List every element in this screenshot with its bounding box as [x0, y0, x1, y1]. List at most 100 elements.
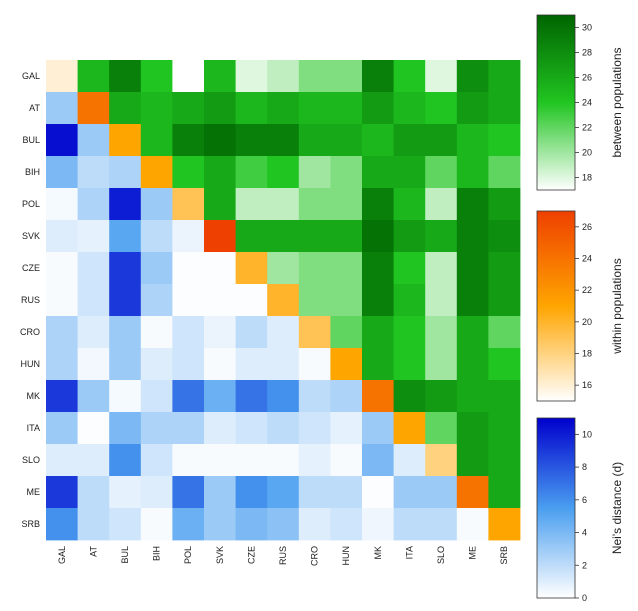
heatmap-cell-ita-me [456, 412, 489, 445]
row-label-rus: RUS [21, 295, 40, 305]
heatmap-cell-rus-bih [140, 284, 173, 317]
row-label-cze: CZE [22, 263, 40, 273]
heatmap-cell-svk-bul [109, 220, 142, 253]
heatmap-cell-at-slo [425, 92, 458, 125]
heatmap-cell-bul-ita [393, 124, 426, 157]
heatmap-cell-rus-svk [204, 284, 236, 317]
heatmap-cell-bul-bul [109, 124, 142, 157]
heatmap-cell-me-svk [204, 476, 236, 509]
heatmap-cell-cze-srb [488, 252, 521, 285]
heatmap-cell-rus-cze [235, 284, 268, 317]
column-label-me: ME [468, 546, 478, 560]
heatmap-cell-ita-gal [46, 412, 78, 445]
heatmap-cell-me-hun [330, 476, 363, 509]
heatmap-cell-gal-at [77, 60, 110, 93]
heatmap-cell-hun-srb [488, 348, 521, 381]
heatmap-cell-svk-ita [393, 220, 426, 253]
heatmap-cell-rus-gal [46, 284, 78, 317]
heatmap-cell-me-me [456, 476, 489, 509]
colorbar-tick-label: 22 [582, 285, 592, 295]
heatmap-cell-hun-cro [298, 348, 331, 381]
heatmap-cell-hun-bih [140, 348, 173, 381]
colorbar-nei-gradient [536, 417, 576, 599]
heatmap-cell-cro-ita [393, 316, 426, 349]
row-label-bih: BIH [25, 167, 40, 177]
colorbar-tick-label: 20 [582, 317, 592, 327]
heatmap-cell-slo-hun [330, 444, 363, 477]
heatmap-cell-hun-me [456, 348, 489, 381]
heatmap-cell-pol-bih [140, 188, 173, 221]
heatmap-cell-gal-me [456, 60, 489, 93]
heatmap-cell-me-ita [393, 476, 426, 509]
heatmap-cell-ita-pol [172, 412, 205, 445]
colorbar-tick-label: 26 [582, 222, 592, 232]
heatmap-cell-svk-at [77, 220, 110, 253]
colorbar-within: 16 18 20 22 24 26 within populations [536, 210, 624, 402]
heatmap-cell-gal-slo [425, 60, 458, 93]
colorbar-tick-label: 28 [582, 48, 592, 58]
heatmap-cell-pol-mk [362, 188, 394, 221]
heatmap-cell-at-pol [172, 92, 205, 125]
heatmap-cell-bul-gal [46, 124, 78, 157]
colorbar-tick-label: 10 [582, 429, 592, 439]
heatmap-cell-mk-mk [362, 380, 394, 413]
heatmap-cell-pol-pol [172, 188, 205, 221]
column-label-rus: RUS [278, 546, 288, 565]
heatmap-cell-srb-me [456, 508, 489, 541]
heatmap-cell-cro-bih [140, 316, 173, 349]
heatmap-cell-rus-bul [109, 284, 142, 317]
heatmap-cell-cze-bul [109, 252, 142, 285]
colorbar-tick-label: 8 [582, 462, 587, 472]
heatmap-cell-gal-gal [46, 60, 78, 93]
row-label-srb: SRB [21, 519, 40, 529]
heatmap-cell-slo-ita [393, 444, 426, 477]
heatmap-cell-rus-hun [330, 284, 363, 317]
heatmap-cell-me-slo [425, 476, 458, 509]
heatmap-cell-gal-ita [393, 60, 426, 93]
heatmap-cell-slo-slo [425, 444, 458, 477]
heatmap-cell-cro-cze [235, 316, 268, 349]
heatmap-cell-svk-srb [488, 220, 521, 253]
heatmap-cell-bul-slo [425, 124, 458, 157]
heatmap-cell-bih-slo [425, 156, 458, 189]
heatmap-cell-pol-hun [330, 188, 363, 221]
heatmap-cell-cze-gal [46, 252, 78, 285]
heatmap-cell-slo-mk [362, 444, 394, 477]
heatmap-cell-mk-pol [172, 380, 205, 413]
heatmap-cell-pol-bul [109, 188, 142, 221]
heatmap-cell-rus-at [77, 284, 110, 317]
colorbar-within-label: within populations [610, 258, 624, 354]
heatmap-cell-mk-rus [267, 380, 300, 413]
heatmap-cell-srb-hun [330, 508, 363, 541]
row-label-pol: POL [22, 199, 40, 209]
heatmap-cell-slo-pol [172, 444, 205, 477]
heatmap-cell-srb-mk [362, 508, 394, 541]
heatmap-cell-ita-svk [204, 412, 236, 445]
heatmap-cell-mk-srb [488, 380, 521, 413]
heatmap-cell-bul-cze [235, 124, 268, 157]
row-label-ita: ITA [27, 423, 40, 433]
heatmap-cell-at-me [456, 92, 489, 125]
heatmap-cell-srb-bul [109, 508, 142, 541]
row-label-svk: SVK [22, 231, 40, 241]
heatmap-cell-at-mk [362, 92, 394, 125]
colorbar-between: 18 20 22 24 26 28 30 between populations [536, 14, 624, 191]
column-label-mk: MK [373, 546, 383, 560]
heatmap-cell-me-mk [362, 476, 394, 509]
heatmap-cell-bul-me [456, 124, 489, 157]
heatmap-cell-slo-srb [488, 444, 521, 477]
heatmap-cell-srb-ita [393, 508, 426, 541]
heatmap-cell-rus-ita [393, 284, 426, 317]
heatmap-cell-slo-me [456, 444, 489, 477]
column-label-slo: SLO [436, 546, 446, 564]
column-label-gal: GAL [57, 546, 67, 564]
heatmap-cell-hun-bul [109, 348, 142, 381]
heatmap-cell-gal-cro [298, 60, 331, 93]
heatmap-cell-cze-me [456, 252, 489, 285]
heatmap-cell-bih-bih [140, 156, 173, 189]
heatmap-cell-hun-slo [425, 348, 458, 381]
heatmap-cell-gal-mk [362, 60, 394, 93]
row-label-bul: BUL [22, 135, 40, 145]
heatmap-cell-ita-bih [140, 412, 173, 445]
heatmap-cell-cro-svk [204, 316, 236, 349]
